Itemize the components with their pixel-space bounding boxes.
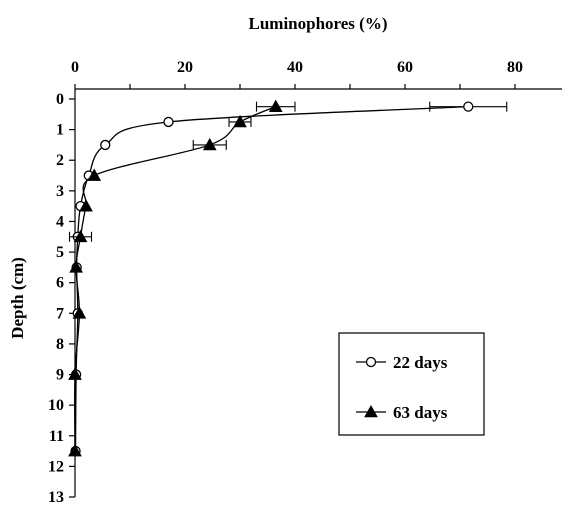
x-tick-label: 20 [177, 59, 193, 76]
series-line [74, 106, 277, 452]
y-tick-label: 3 [56, 183, 64, 200]
legend: 22 days 63 days [338, 332, 485, 436]
x-tick-label: 40 [287, 59, 303, 76]
data-point [202, 137, 217, 151]
x-tick-label: 80 [507, 59, 523, 76]
series-63-days [68, 99, 296, 457]
legend-label: 63 days [393, 403, 448, 422]
x-tick-label: 0 [71, 59, 79, 76]
y-tick-label: 2 [56, 152, 64, 169]
y-axis-title: Depth (cm) [8, 257, 27, 339]
legend-label: 22 days [393, 353, 448, 372]
y-tick-label: 9 [56, 367, 64, 384]
x-axis: 0 20 40 60 80 [71, 59, 523, 89]
y-tick-label: 7 [56, 305, 64, 322]
y-tick-label: 8 [56, 336, 64, 353]
y-tick-label: 0 [56, 91, 64, 108]
data-point [463, 101, 474, 112]
y-tick-label: 10 [48, 397, 64, 414]
data-point [268, 99, 283, 112]
legend-item: 63 days [356, 403, 448, 422]
data-point [100, 139, 111, 151]
data-point [79, 199, 93, 212]
y-tick-label: 1 [56, 122, 64, 139]
x-tick-label: 60 [397, 59, 413, 76]
data-point [163, 116, 174, 128]
y-tick-label: 6 [56, 275, 64, 292]
y-tick-label: 5 [56, 244, 64, 261]
data-point [68, 367, 82, 380]
legend-marker [365, 356, 377, 368]
plot-area [68, 99, 508, 457]
data-point [68, 444, 82, 457]
y-tick-label: 4 [56, 213, 64, 230]
data-point [73, 229, 88, 243]
y-tick-label: 13 [48, 489, 64, 505]
y-tick-label: 12 [48, 458, 64, 475]
data-point [87, 168, 102, 181]
data-point [72, 306, 87, 319]
x-axis-title: Luminophores (%) [248, 14, 387, 33]
legend-box [338, 332, 485, 436]
data-point [233, 114, 247, 128]
legend-item: 22 days [356, 353, 448, 372]
legend-marker [364, 404, 378, 418]
y-tick-label: 11 [49, 428, 64, 445]
data-point [69, 260, 83, 273]
